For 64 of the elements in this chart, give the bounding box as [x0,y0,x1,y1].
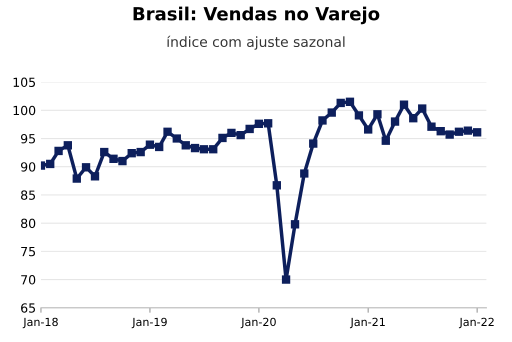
point [200,145,208,154]
point [109,154,118,163]
y-tick-label: 100 [14,106,36,116]
point [64,141,72,150]
point [300,169,308,178]
point [264,119,272,128]
point [272,181,281,190]
chart-title: Brasil: Vendas no Varejo [134,6,380,24]
y-tick-label: 70 [21,275,36,285]
point [436,127,445,136]
point [146,140,154,149]
point [382,136,390,145]
point [446,130,454,139]
x-tick-label: Jan-18 [22,318,58,328]
point [72,174,81,183]
point [118,156,127,166]
point [100,148,108,156]
chart-subtitle: índice com ajuste sazonal [167,36,344,50]
point [336,98,345,108]
point [163,128,172,136]
y-tick-label: 95 [20,134,36,144]
point [218,134,227,142]
point [373,110,382,118]
point [236,130,245,140]
point [82,163,90,172]
point [190,144,200,152]
point [400,100,408,109]
x-tick-label: Jan-22 [458,318,494,328]
point [227,128,236,138]
point [464,126,472,135]
point [90,172,100,180]
point [346,98,354,106]
y-tick-label: 65 [21,303,36,313]
point [128,149,136,158]
point [409,114,418,122]
y-tick-label: 105 [14,78,36,88]
x-tick-label: Jan-20 [240,318,276,328]
point [364,125,372,134]
point [254,120,264,128]
y-tick-label: 85 [21,190,36,200]
point [472,128,482,136]
point [172,134,181,143]
x-tick-label: Jan-21 [350,318,385,328]
point [282,275,290,284]
point [328,108,336,117]
point [309,139,318,148]
point [182,141,190,150]
point [354,111,364,120]
point [46,160,54,168]
point [209,145,218,154]
point [418,104,426,113]
x-tick-label: Jan-19 [132,318,167,328]
point [155,142,164,152]
point [54,146,63,156]
point [245,124,254,134]
y-tick-label: 90 [20,162,36,172]
point [390,117,400,126]
point [454,128,464,136]
y-tick-label: 80 [21,218,36,228]
point [290,220,300,228]
point [318,116,327,125]
point [427,122,436,131]
point [136,148,145,156]
y-tick-label: 75 [21,247,36,256]
